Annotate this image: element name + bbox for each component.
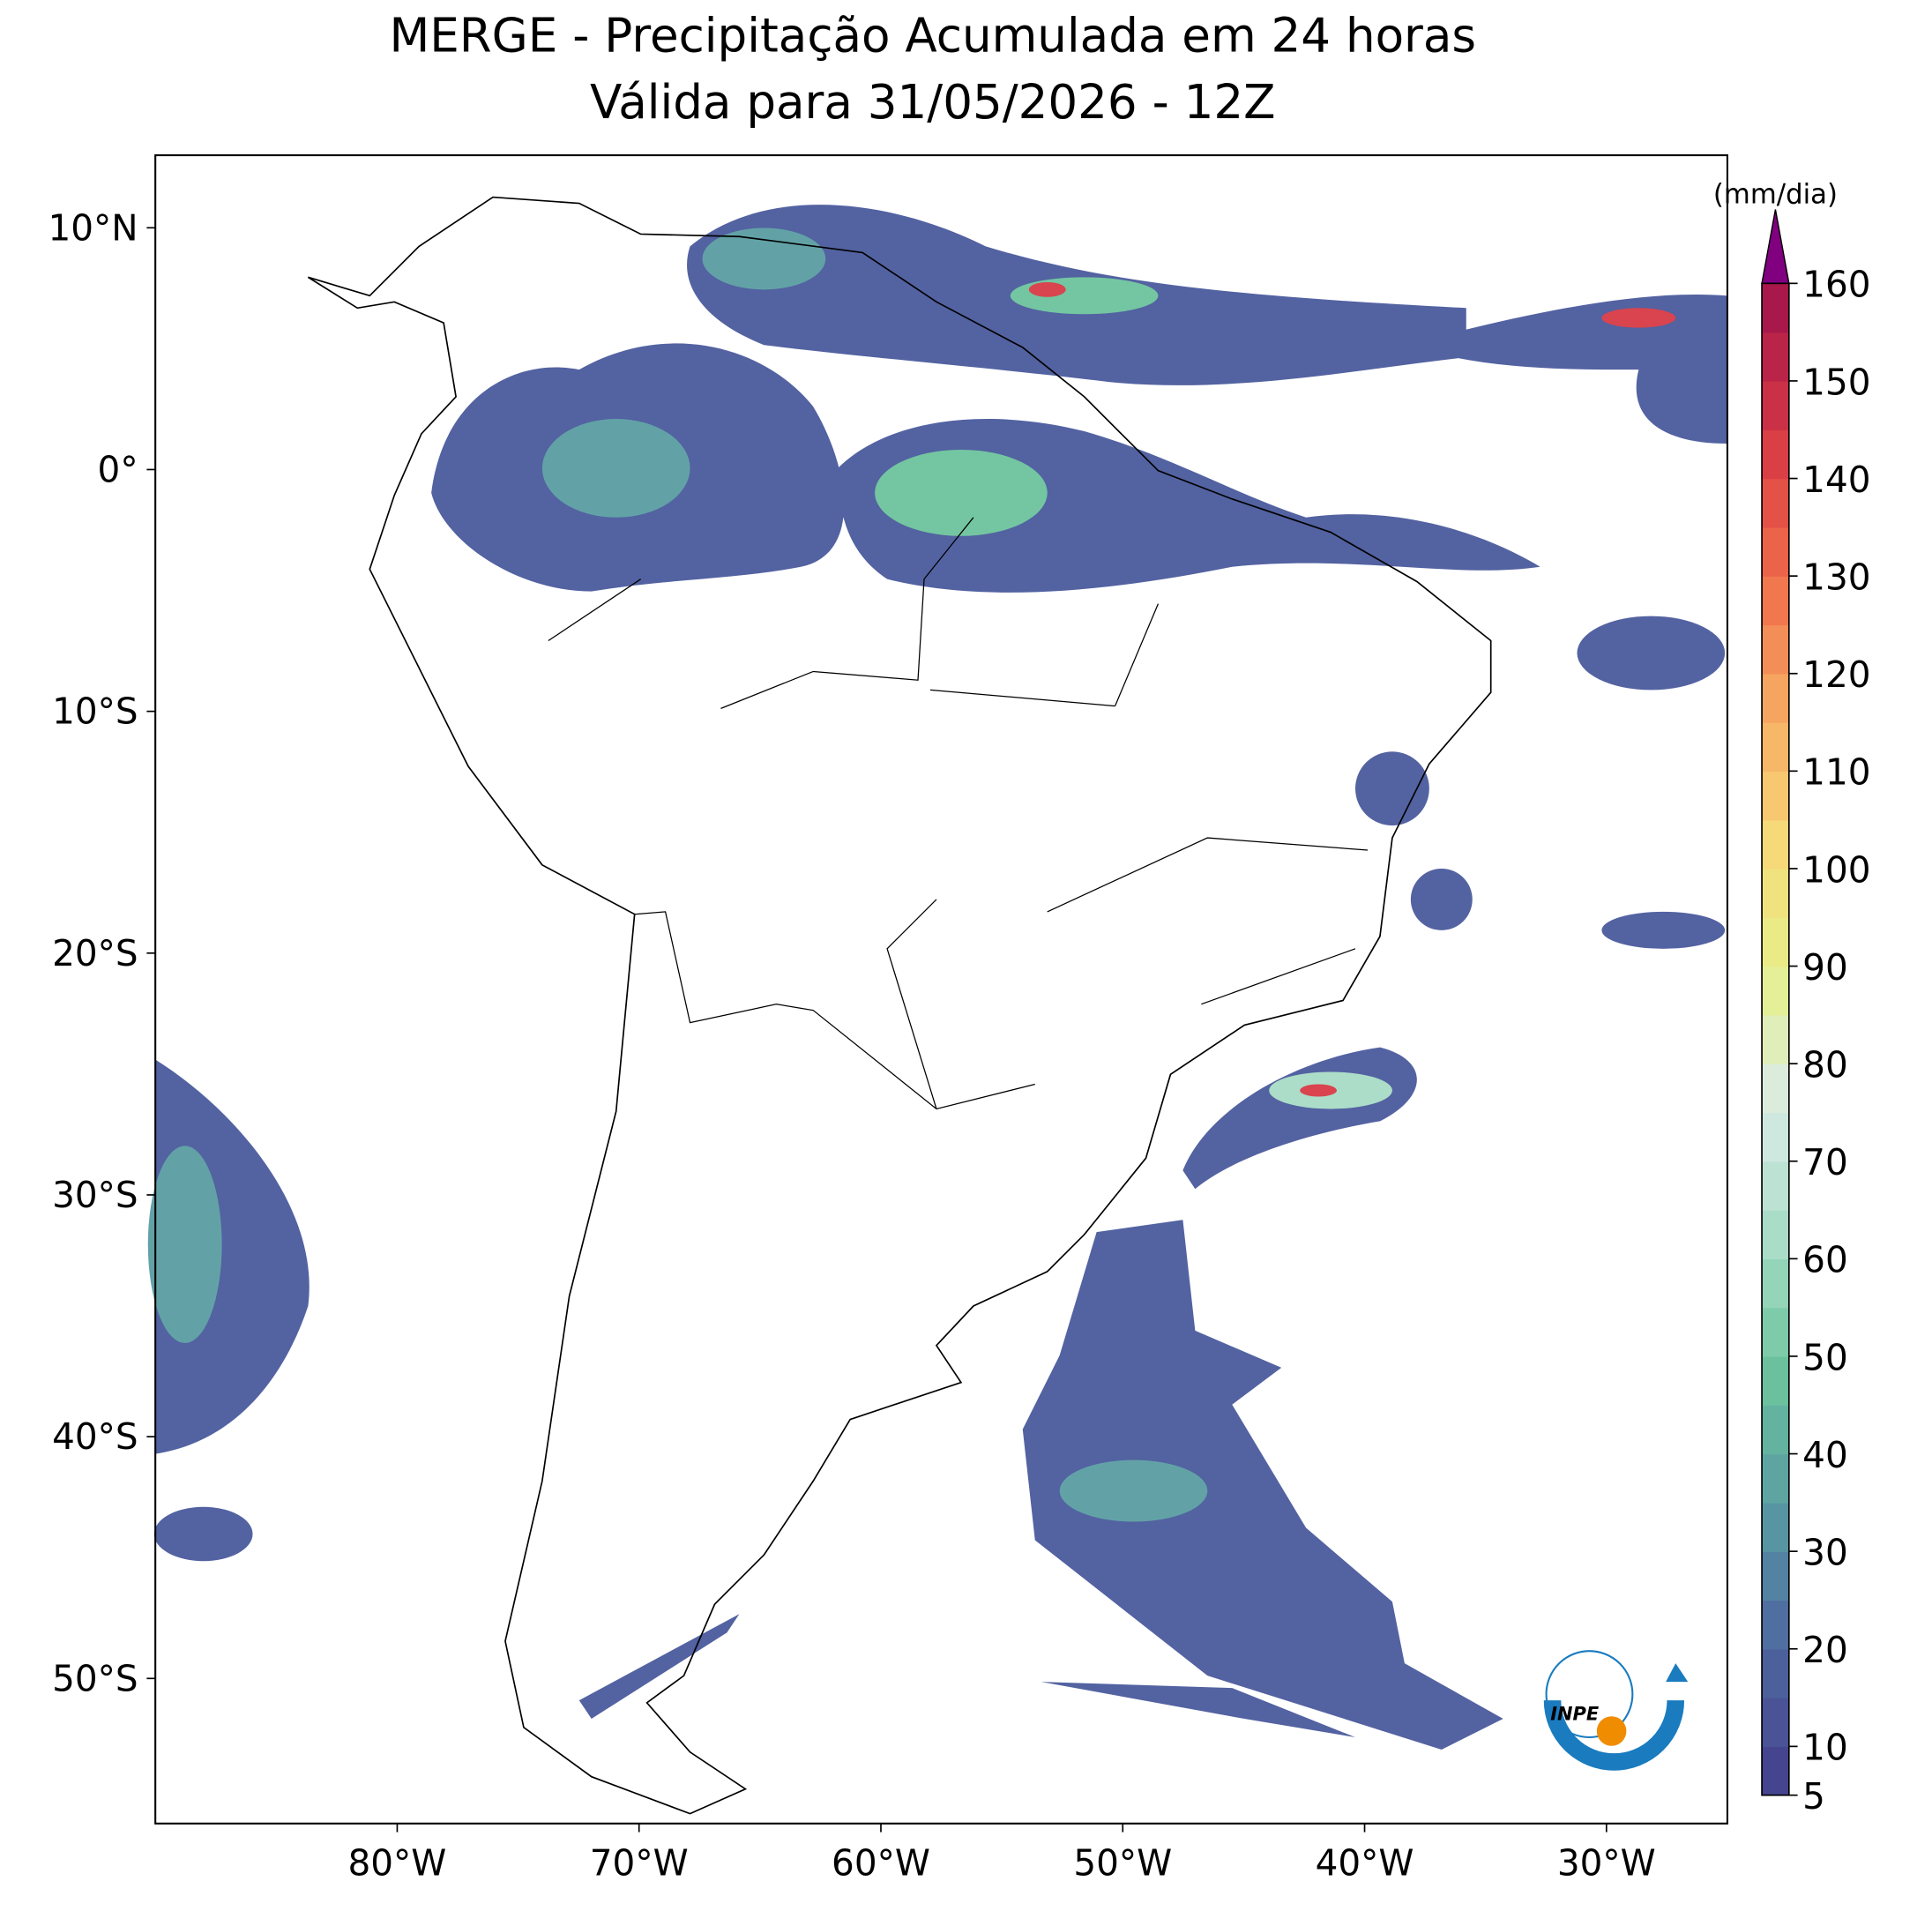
y-tick-label: 20°S	[52, 932, 138, 974]
colorbar-band	[1762, 526, 1789, 577]
colorbar-frame	[1761, 282, 1790, 1796]
rain-core	[541, 419, 690, 518]
title: MERGE - Precipitação Acumulada em 24 hor…	[389, 9, 1476, 63]
colorbar-tick-label: 90	[1802, 946, 1848, 989]
colorbar-extend	[1761, 209, 1790, 285]
colorbar-tick-label: 110	[1802, 751, 1870, 794]
colorbar-band	[1762, 429, 1789, 480]
x-tick-label: 30°W	[1557, 1841, 1656, 1884]
colorbar-band	[1762, 1502, 1789, 1552]
borders	[548, 517, 1369, 1110]
logo-text: INPE	[1550, 1703, 1600, 1724]
colorbar-tick-label: 40	[1802, 1434, 1848, 1476]
colorbar-band	[1762, 1551, 1789, 1601]
rain-area	[153, 1506, 253, 1562]
coastline	[307, 196, 1492, 1815]
rain-area	[1022, 1220, 1503, 1750]
y-tick-label: 40°S	[52, 1415, 138, 1458]
rain-area	[1182, 1047, 1417, 1190]
x-tick-label: 40°W	[1316, 1841, 1414, 1884]
rain-area	[1577, 616, 1726, 690]
y-tick-label: 10°N	[48, 206, 138, 249]
map-area	[147, 153, 1728, 1825]
colorbar-band	[1762, 478, 1789, 528]
colorbar-label: (mm/dia)	[1713, 179, 1838, 211]
x-tick-label: 50°W	[1073, 1841, 1172, 1884]
y-tick-label: 10°S	[52, 690, 138, 733]
colorbar-tick-label: 60	[1802, 1239, 1848, 1281]
rain-area	[1453, 294, 1727, 444]
colorbar-band	[1762, 771, 1789, 821]
colorbar-tick-label: 5	[1802, 1775, 1825, 1818]
rain-core	[702, 228, 826, 290]
map-frame	[154, 153, 1728, 1825]
colorbar-tick-label: 140	[1802, 459, 1870, 501]
rain-core	[1300, 1084, 1338, 1097]
colorbar-tick-label: 80	[1802, 1044, 1848, 1086]
y-tick-label: 30°S	[52, 1174, 138, 1216]
colorbar-tick-label: 160	[1802, 264, 1870, 306]
colorbar-band	[1762, 1355, 1789, 1406]
logo-orbit	[1545, 1650, 1634, 1739]
rain-area	[1355, 751, 1429, 826]
colorbar-band	[1762, 1453, 1789, 1504]
rain-core	[1601, 308, 1676, 328]
rain-area	[578, 1614, 740, 1720]
colorbar-band	[1762, 1210, 1789, 1260]
colorbar-band	[1762, 966, 1789, 1016]
logo: INPE	[1543, 1650, 1689, 1771]
colorbar-band	[1762, 380, 1789, 430]
y-tick-label: 50°S	[52, 1657, 138, 1699]
colorbar-band	[1762, 868, 1789, 918]
precipitation	[147, 205, 1727, 1750]
x-tick-label: 80°W	[348, 1841, 447, 1884]
colorbar-tick-label: 130	[1802, 556, 1870, 599]
colorbar-band	[1762, 1600, 1789, 1650]
colorbar-tick-label: 10	[1802, 1727, 1848, 1769]
colorbar-band	[1762, 1064, 1789, 1114]
colorbar-tick-label: 120	[1802, 653, 1870, 696]
rain-core	[1059, 1459, 1208, 1522]
x-tick-label: 70°W	[590, 1841, 689, 1884]
rain-area	[1410, 869, 1473, 930]
logo-arrow	[1666, 1663, 1689, 1683]
colorbar-tick-label: 20	[1802, 1629, 1848, 1671]
colorbar-band	[1762, 1698, 1789, 1748]
colorbar-band	[1762, 1014, 1789, 1064]
rain-core	[147, 1146, 222, 1343]
colorbar-band	[1762, 1112, 1789, 1162]
colorbar-band	[1762, 624, 1789, 675]
colorbar-tick-label: 50	[1802, 1336, 1848, 1378]
colorbar-tick-label: 100	[1802, 848, 1870, 891]
colorbar-tick-label: 70	[1802, 1141, 1848, 1183]
colorbar-band	[1762, 332, 1789, 382]
colorbar-band	[1762, 917, 1789, 967]
colorbar-band	[1762, 1648, 1789, 1698]
colorbar-band	[1762, 1307, 1789, 1357]
colorbar-band	[1762, 1258, 1789, 1309]
colorbar-tick-label: 150	[1802, 361, 1870, 403]
colorbar-band	[1762, 1405, 1789, 1455]
colorbar-band	[1762, 1161, 1789, 1211]
colorbar-band	[1762, 673, 1789, 723]
y-tick-label: 0°	[98, 448, 138, 490]
colorbar-band	[1762, 722, 1789, 773]
rain-area	[1601, 911, 1726, 949]
colorbar-band	[1762, 1746, 1789, 1796]
x-tick-label: 60°W	[832, 1841, 930, 1884]
rain-core	[875, 449, 1048, 536]
colorbar-band	[1762, 283, 1789, 333]
colorbar-tick-label: 30	[1802, 1532, 1848, 1574]
rain-core	[1028, 281, 1066, 297]
logo-sun	[1596, 1716, 1627, 1746]
subtitle: Válida para 31/05/2026 - 12Z	[590, 75, 1275, 130]
logo-swoosh	[1543, 1699, 1685, 1771]
colorbar-band	[1762, 819, 1789, 870]
rain-area	[1041, 1682, 1356, 1737]
rain-core	[1010, 277, 1159, 315]
colorbar-band	[1762, 576, 1789, 626]
